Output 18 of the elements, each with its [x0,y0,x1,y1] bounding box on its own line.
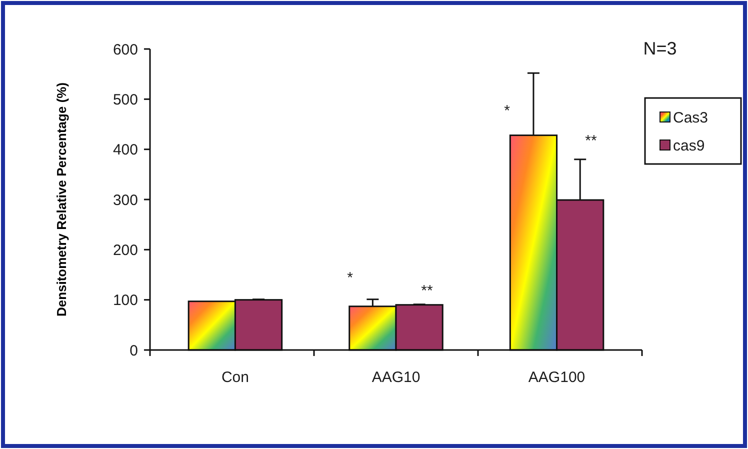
legend-label: cas9 [673,137,705,154]
y-tick-label: 200 [112,242,138,259]
y-tick-label: 100 [112,292,138,310]
annotation: * [504,102,510,120]
y-tick-label: 300 [112,192,138,209]
text: N=3 [643,38,677,58]
annotation: ** [585,132,597,150]
x-tick-label: AAG100 [528,369,586,386]
annotation: * [347,269,354,286]
y-tick-label: 600 [112,41,138,58]
legend-label: Cas3 [673,109,708,126]
x-tick-label: AAG10 [372,369,420,386]
y-tick-label: 500 [112,91,138,108]
annotation: ** [421,282,433,300]
y-tick-label: 400 [112,142,138,159]
x-tick-label: Con [221,369,249,386]
y-axis-title: Densitometry Relative Percentage (%) [54,82,69,317]
y-tick-label: 0 [130,342,138,360]
